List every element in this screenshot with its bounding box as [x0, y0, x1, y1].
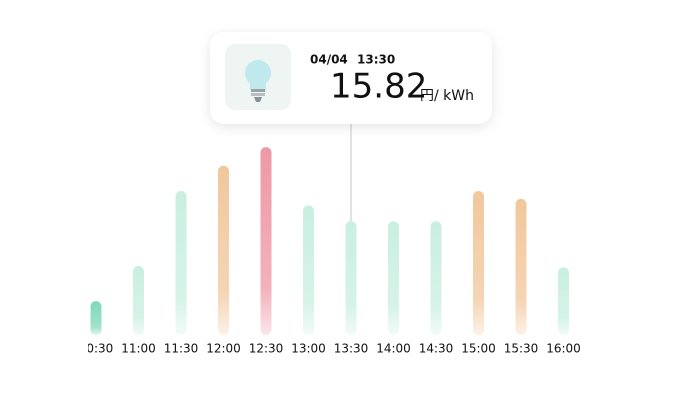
x-tick-label: 13:30 — [334, 342, 369, 356]
bar — [515, 198, 527, 335]
tooltip-value: 15.82 — [330, 67, 427, 107]
x-tick-label: 15:00 — [461, 342, 496, 356]
bar — [260, 147, 272, 335]
bar — [430, 221, 442, 335]
lightbulb-icon — [245, 60, 271, 102]
x-tick-label: 10:30 — [79, 342, 114, 356]
tooltip-unit: 円/ kWh — [420, 88, 474, 104]
bar — [133, 265, 144, 335]
x-tick-label: 12:00 — [206, 342, 241, 356]
x-tick-label: 12:30 — [249, 342, 284, 356]
x-tick-label: 14:30 — [419, 342, 454, 356]
x-tick-label: 16:00 — [546, 342, 581, 356]
x-tick-label: 14:00 — [376, 342, 411, 356]
bar — [90, 301, 102, 335]
tooltip-date: 04/04 — [310, 53, 348, 67]
x-tick-label: 13:00 — [291, 342, 326, 356]
bar — [388, 221, 399, 335]
bar — [345, 221, 357, 335]
tooltip-time: 13:30 — [357, 53, 395, 67]
tooltip: 04/04 13:30 15.82 円/ kWh — [210, 32, 492, 124]
bar — [175, 191, 187, 335]
bar — [473, 191, 484, 335]
plot-area: 10:30 11:00 11:30 12:00 12:30 13:00 13:30 14:00… — [79, 147, 581, 356]
x-tick-label: 11:30 — [164, 342, 199, 356]
bar — [218, 165, 229, 335]
x-tick-label: 15:30 — [504, 342, 539, 356]
x-tick-label: 11:00 — [121, 342, 156, 356]
bar — [303, 205, 314, 335]
bar — [558, 267, 569, 335]
